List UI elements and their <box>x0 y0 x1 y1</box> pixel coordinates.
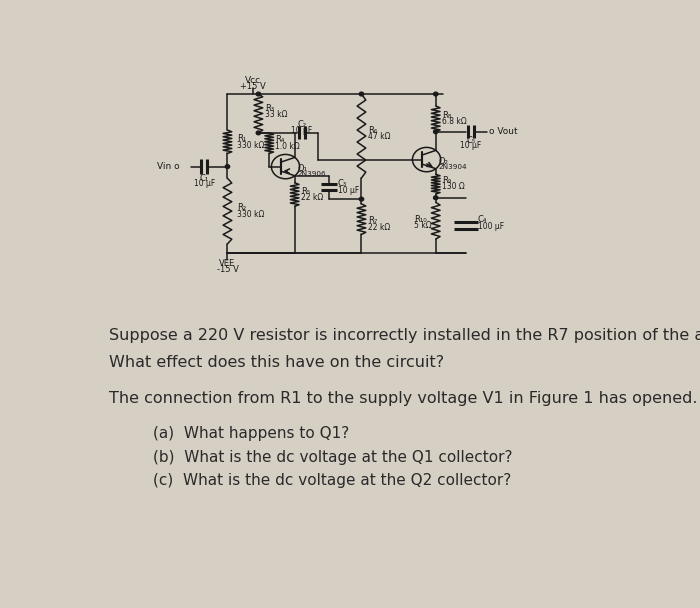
Text: 2N3904: 2N3904 <box>438 164 467 170</box>
Text: 100 µF: 100 µF <box>477 222 503 231</box>
Text: C₄: C₄ <box>477 215 487 224</box>
Text: 6.8 kΩ: 6.8 kΩ <box>442 117 467 126</box>
Text: R₁: R₁ <box>237 134 246 143</box>
Text: C₃: C₃ <box>337 179 346 188</box>
Text: What effect does this have on the circuit?: What effect does this have on the circui… <box>109 355 444 370</box>
Text: R₆: R₆ <box>368 126 377 135</box>
Text: (c)  What is the dc voltage at the Q2 collector?: (c) What is the dc voltage at the Q2 col… <box>153 473 511 488</box>
Text: R₃: R₃ <box>265 105 274 113</box>
Text: C₁: C₁ <box>199 174 209 183</box>
Text: R₈: R₈ <box>442 111 452 120</box>
Circle shape <box>359 197 363 201</box>
Text: Vcc: Vcc <box>245 77 261 85</box>
Text: (b)  What is the dc voltage at the Q1 collector?: (b) What is the dc voltage at the Q1 col… <box>153 450 512 465</box>
Text: R₄: R₄ <box>274 136 284 145</box>
Text: +15 V: +15 V <box>240 82 266 91</box>
Text: 33 kΩ: 33 kΩ <box>265 111 288 119</box>
Text: Vin o: Vin o <box>157 162 180 171</box>
Text: 130 Ω: 130 Ω <box>442 182 465 192</box>
Text: R₁₀: R₁₀ <box>414 215 427 224</box>
Text: -15 V: -15 V <box>216 264 239 274</box>
Circle shape <box>433 92 438 96</box>
Circle shape <box>433 130 438 134</box>
Text: R₇: R₇ <box>368 216 377 225</box>
Text: 47 kΩ: 47 kΩ <box>368 133 391 141</box>
Text: The connection from R1 to the supply voltage V1 in Figure 1 has opened.: The connection from R1 to the supply vol… <box>109 392 698 406</box>
Text: R₅: R₅ <box>301 187 310 196</box>
Text: Suppose a 220 V resistor is incorrectly installed in the R7 position of the ampl: Suppose a 220 V resistor is incorrectly … <box>109 328 700 343</box>
Circle shape <box>359 92 363 96</box>
Text: Q₁: Q₁ <box>298 164 307 173</box>
Circle shape <box>256 92 260 96</box>
Text: 2N3906: 2N3906 <box>298 171 326 177</box>
Circle shape <box>433 196 438 199</box>
Circle shape <box>225 165 230 168</box>
Text: 330 kΩ: 330 kΩ <box>237 210 265 219</box>
Text: R₂: R₂ <box>237 203 246 212</box>
Text: o Vout: o Vout <box>489 127 518 136</box>
Text: 10 µF: 10 µF <box>291 126 312 134</box>
Text: 330 kΩ: 330 kΩ <box>237 141 265 150</box>
Text: 22 kΩ: 22 kΩ <box>301 193 323 202</box>
Text: R₉: R₉ <box>442 176 452 185</box>
Circle shape <box>256 131 260 135</box>
Text: Q₂: Q₂ <box>438 157 449 166</box>
Text: 10 µF: 10 µF <box>461 141 482 150</box>
Text: 5 kΩ: 5 kΩ <box>414 221 432 230</box>
Text: VEE: VEE <box>219 259 236 268</box>
Text: 1.0 kΩ: 1.0 kΩ <box>274 142 300 151</box>
Text: C₅: C₅ <box>466 136 475 145</box>
Text: 10 µF: 10 µF <box>337 185 359 195</box>
Text: 22 kΩ: 22 kΩ <box>368 223 390 232</box>
Text: 10 µF: 10 µF <box>193 179 215 188</box>
Text: C₂: C₂ <box>298 120 307 129</box>
Text: (a)  What happens to Q1?: (a) What happens to Q1? <box>153 426 349 441</box>
